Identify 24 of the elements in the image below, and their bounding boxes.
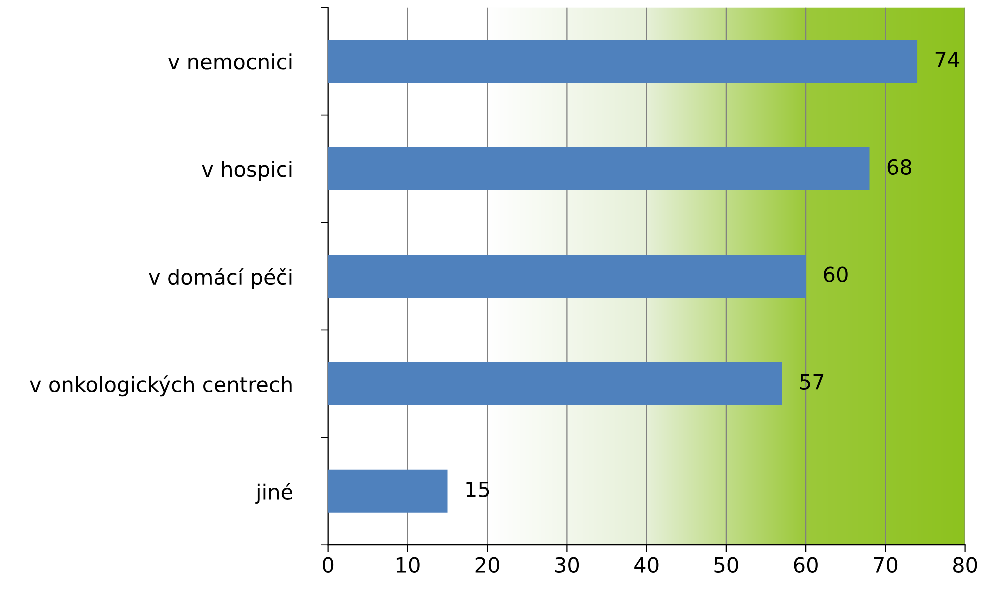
y-tick-label: v onkologických centrech [30, 376, 292, 397]
x-tick-label: 30 [556, 557, 580, 574]
data-label: 60 [824, 266, 848, 283]
bar [328, 254, 806, 298]
x-tick-label: 70 [874, 557, 898, 574]
x-tick-label: 50 [714, 557, 738, 574]
bar [328, 148, 870, 191]
bar [328, 362, 782, 406]
x-tick-label: 60 [794, 557, 818, 574]
x-tick-label: 20 [476, 557, 500, 574]
data-label: 57 [800, 374, 824, 390]
data-label: 74 [936, 52, 960, 68]
y-tick-label: v domácí péči [149, 268, 292, 290]
bar [328, 40, 918, 84]
y-tick-label: v hospici [202, 161, 292, 182]
y-tick-label: v nemocnici [168, 54, 292, 70]
y-tick-label: jiné [256, 483, 292, 504]
x-tick-label: 10 [396, 557, 420, 574]
x-tick-label: 40 [634, 557, 659, 574]
bar [328, 470, 448, 513]
x-tick-label: 0 [323, 557, 334, 574]
x-tick-label: 80 [953, 557, 978, 574]
data-label: 15 [466, 482, 490, 498]
data-label: 68 [888, 159, 912, 176]
